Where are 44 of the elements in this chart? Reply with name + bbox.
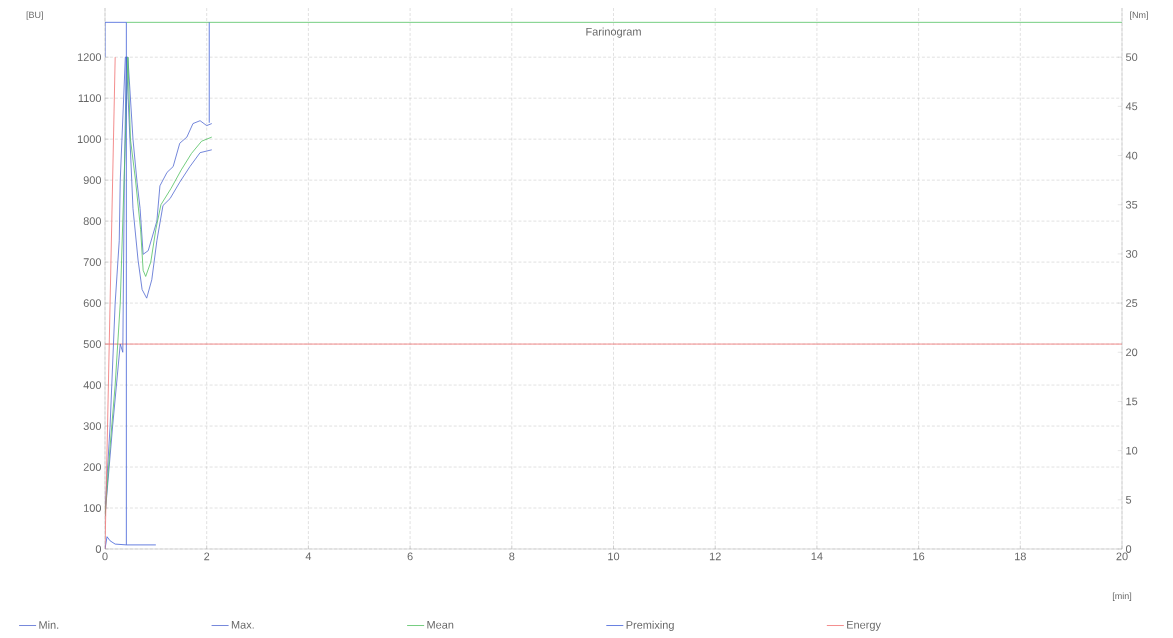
x-tick-label: 4	[305, 552, 312, 561]
x-tick-label: 2	[204, 552, 210, 561]
y2-tick-label: 35	[1125, 200, 1138, 209]
y-tick-label: 800	[83, 217, 102, 225]
y2-tick-label: 50	[1125, 53, 1138, 62]
y-tick-label: 900	[83, 176, 102, 185]
y-tick-label: 1200	[77, 53, 102, 62]
y-tick-label: 300	[83, 422, 102, 430]
x-axis-title: [min]	[1112, 592, 1132, 601]
legend-label: Max.	[231, 621, 254, 629]
y-tick-label: 1000	[77, 135, 102, 144]
y-tick-label: 600	[83, 299, 102, 307]
y2-tick-label: 0	[1125, 545, 1132, 553]
y-tick-label: 400	[83, 381, 102, 389]
legend-label: Min.	[39, 620, 59, 629]
y-tick-label: 1100	[78, 94, 102, 103]
x-tick-label: 0	[102, 552, 108, 561]
x-tick-label: 6	[407, 552, 413, 561]
y2-tick-label: 20	[1126, 348, 1138, 357]
y2-axis-title: [Nm]	[1130, 11, 1148, 20]
y-tick-label: 0	[95, 545, 102, 553]
x-tick-label: 16	[913, 552, 925, 561]
y2-tick-label: 10	[1126, 446, 1138, 455]
y-tick-label: 700	[83, 258, 102, 266]
x-tick-label: 18	[1015, 552, 1026, 561]
legend-label: Premixing	[626, 620, 674, 632]
x-tick-label: 12	[709, 552, 721, 561]
y-tick-label: 500	[83, 340, 102, 348]
x-tick-label: 8	[509, 552, 515, 561]
y-tick-label: 100	[84, 504, 102, 512]
y2-tick-label: 45	[1125, 102, 1138, 111]
text: Farinogram	[586, 27, 641, 38]
y2-tick-label: 25	[1126, 299, 1138, 307]
y-tick-label: 200	[83, 463, 102, 471]
legend-label: Energy	[847, 621, 881, 631]
x-tick-label: 14	[811, 552, 823, 561]
y-axis-title: [BU]	[26, 11, 43, 20]
y2-tick-label: 30	[1125, 250, 1138, 258]
legend-label: Mean	[427, 621, 454, 629]
x-tick-label: 10	[608, 552, 620, 561]
y2-tick-label: 15	[1126, 397, 1138, 406]
y2-tick-label: 40	[1125, 151, 1138, 160]
y2-tick-label: 5	[1125, 496, 1132, 504]
x-tick-label: 20	[1116, 552, 1128, 561]
